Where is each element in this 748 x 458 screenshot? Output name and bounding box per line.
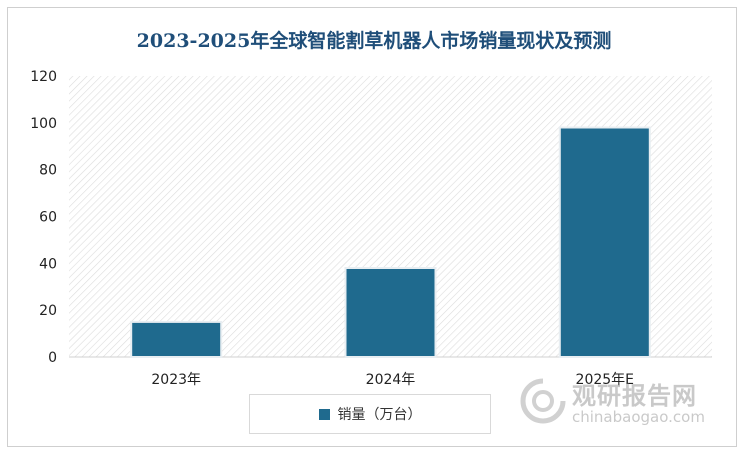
watermark: 观研报告网 chinabaogao.com [520,372,720,432]
y-tick-label: 120 [30,69,57,85]
y-tick-label: 100 [30,116,57,132]
y-tick-label: 80 [39,163,57,179]
y-tick-label: 0 [48,350,57,366]
legend: 销量（万台） [249,394,491,434]
y-tick-label: 40 [39,256,57,272]
legend-label: 销量（万台） [337,407,422,423]
x-tick-label: 2025年E [576,372,634,388]
x-tick-label: 2023年 [151,372,201,388]
watermark-site: chinabaogao.com [572,408,705,426]
bar [130,320,223,358]
legend-swatch [318,408,330,420]
y-axis: 0 20 40 60 80 100 120 [30,69,57,366]
y-tick-label: 20 [39,303,57,319]
bar [344,267,437,358]
y-tick-label: 60 [39,210,57,226]
watermark-logo-icon [520,378,566,424]
bars [130,126,651,358]
chart-title: 2023-2025年全球智能割草机器人市场销量现状及预测 [136,30,612,52]
bar [558,126,651,358]
x-tick-label: 2024年 [366,372,416,388]
watermark-name: 观研报告网 [572,382,697,410]
